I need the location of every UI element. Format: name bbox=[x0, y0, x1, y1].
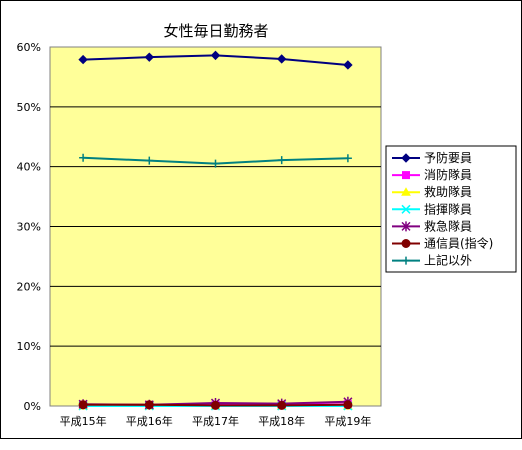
y-tick-label: 50% bbox=[17, 101, 41, 114]
legend-marker bbox=[402, 171, 410, 180]
data-point bbox=[211, 159, 220, 168]
data-point bbox=[145, 156, 154, 165]
y-axis-tick-labels: 0% 10% 20% 30% 40% 50% 60% bbox=[17, 41, 41, 413]
y-tick-label: 0% bbox=[24, 400, 41, 413]
x-axis-tick-labels: 平成15年 平成16年 平成17年 平成18年 平成19年 bbox=[60, 414, 372, 428]
chart-title: 女性毎日勤務者 bbox=[163, 22, 268, 40]
legend-item: 消防隊員 bbox=[392, 167, 472, 182]
x-tick-label: 平成19年 bbox=[324, 414, 371, 428]
legend-marker bbox=[402, 256, 410, 265]
y-tick-label: 30% bbox=[17, 221, 41, 234]
legend-label: 通信員(指令) bbox=[424, 236, 493, 251]
series-7 bbox=[79, 153, 352, 168]
legend-marker bbox=[401, 239, 411, 248]
data-point bbox=[78, 54, 88, 65]
x-tick-label: 平成17年 bbox=[192, 414, 239, 428]
data-point bbox=[144, 400, 154, 410]
legend-item: 指揮隊員 bbox=[392, 201, 472, 216]
legend-item: 上記以外 bbox=[392, 253, 472, 268]
data-point bbox=[210, 50, 221, 61]
data-point bbox=[343, 400, 353, 410]
x-tick-label: 平成18年 bbox=[258, 414, 305, 428]
series-group bbox=[78, 50, 353, 411]
y-tick-label: 60% bbox=[17, 41, 41, 54]
legend-label: 指揮隊員 bbox=[424, 201, 472, 216]
legend-item: 救急隊員 bbox=[392, 218, 472, 233]
data-point bbox=[277, 400, 287, 410]
gridlines bbox=[50, 106, 381, 347]
series-1 bbox=[78, 50, 353, 70]
legend-label: 消防隊員 bbox=[424, 167, 472, 182]
data-point bbox=[78, 400, 88, 410]
y-tick-label: 20% bbox=[17, 280, 41, 293]
data-point bbox=[211, 400, 220, 410]
legend-marker bbox=[401, 187, 411, 196]
legend-marker bbox=[401, 221, 411, 232]
x-tick-label: 平成16年 bbox=[126, 414, 173, 428]
data-point bbox=[343, 60, 353, 70]
y-tick-label: 40% bbox=[17, 161, 41, 174]
data-point bbox=[79, 153, 88, 162]
y-tick-label: 10% bbox=[17, 340, 41, 353]
legend-marker bbox=[401, 204, 411, 214]
legend-marker bbox=[401, 153, 411, 163]
legend-item: 救助隊員 bbox=[392, 184, 472, 199]
legend-item: 通信員(指令) bbox=[392, 236, 493, 251]
x-tick-label: 平成15年 bbox=[60, 414, 107, 428]
legend-label: 救急隊員 bbox=[424, 218, 472, 233]
legend-label: 予防要員 bbox=[424, 150, 472, 165]
series-6 bbox=[78, 400, 353, 410]
data-point bbox=[144, 52, 155, 62]
data-point bbox=[277, 156, 286, 165]
legend-item: 予防要員 bbox=[392, 150, 472, 165]
legend-label: 上記以外 bbox=[424, 253, 472, 268]
data-point bbox=[343, 154, 352, 163]
data-point bbox=[276, 54, 287, 64]
legend-label: 救助隊員 bbox=[424, 184, 472, 199]
